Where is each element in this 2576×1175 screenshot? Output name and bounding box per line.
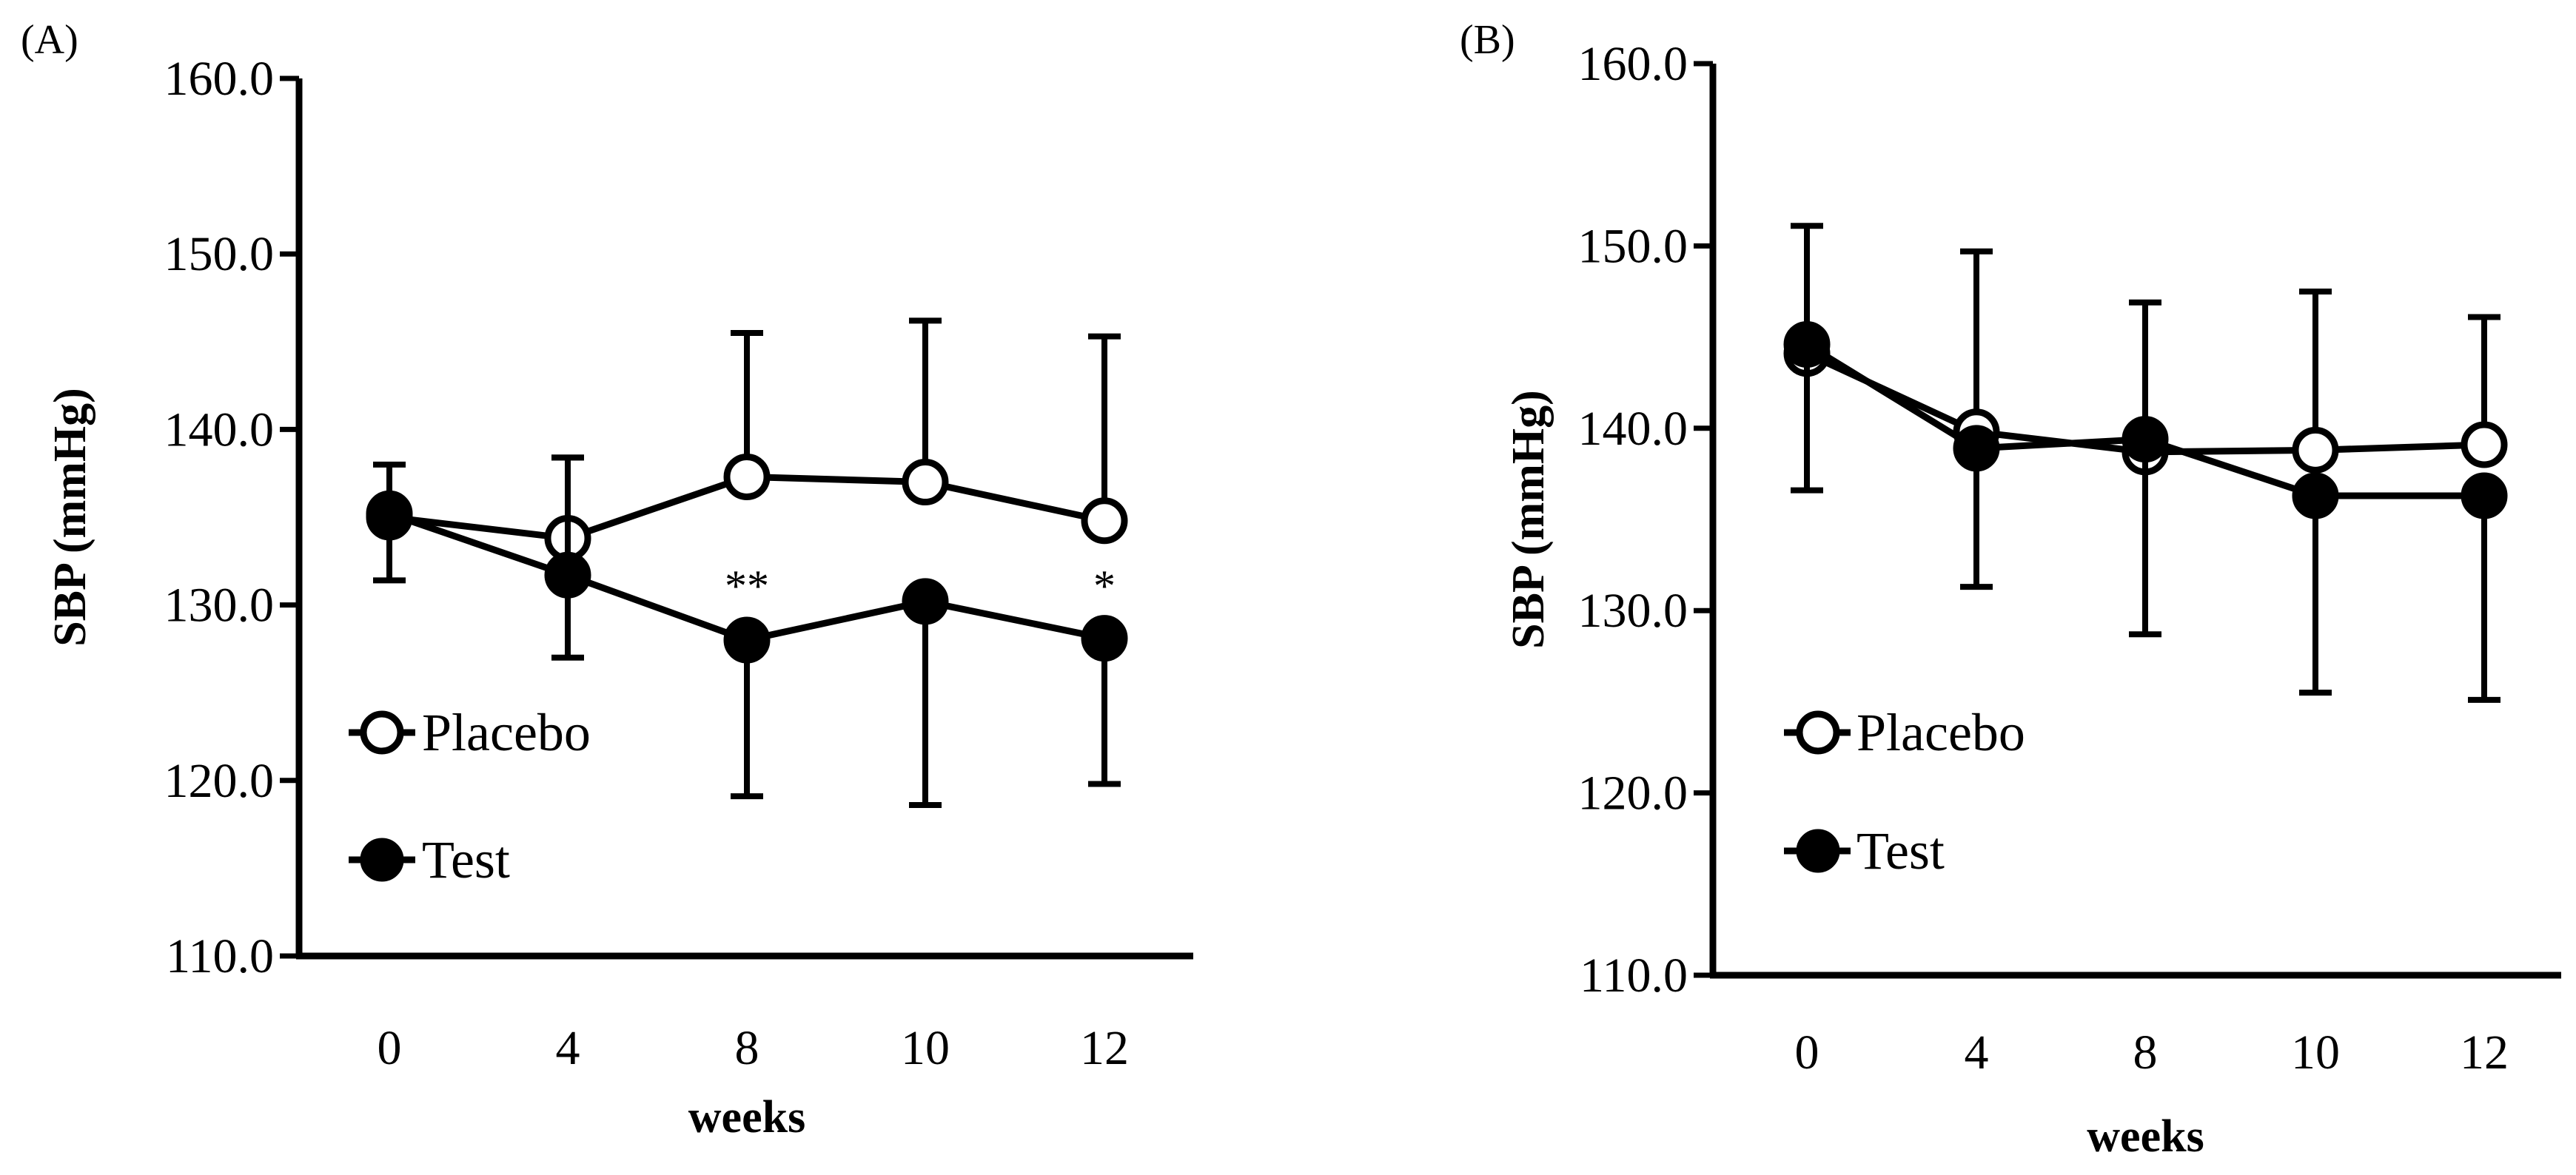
y-tick-label: 150.0 — [164, 227, 275, 281]
legend-label: Test — [422, 830, 510, 889]
legend-label: Placebo — [422, 703, 591, 762]
legend-label: Placebo — [1856, 703, 2025, 762]
x-tick-label: 12 — [2460, 1026, 2509, 1080]
legend-marker-filled — [1796, 829, 1840, 873]
y-axis-title: SBP (mmHg) — [45, 388, 95, 647]
y-tick-label: 110.0 — [166, 929, 274, 983]
x-tick-label: 4 — [1965, 1026, 1989, 1080]
x-axis-title: weeks — [2087, 1111, 2204, 1162]
legend-label: Test — [1856, 821, 1945, 881]
y-tick-label: 120.0 — [164, 754, 275, 808]
legend-marker-open — [1796, 710, 1840, 755]
legend: Placebo Test — [1784, 703, 2025, 881]
y-tick-label: 130.0 — [164, 579, 275, 633]
y-axis-title: SBP (mmHg) — [1503, 390, 1554, 649]
x-tick-label: 10 — [2291, 1026, 2340, 1080]
significance-marker: * — [1093, 562, 1116, 610]
x-tick-label: 12 — [1080, 1021, 1129, 1075]
data-point-filled — [1081, 615, 1128, 662]
panel-label: (B) — [1460, 17, 1515, 63]
data-point-filled — [1783, 320, 1831, 368]
data-point-filled — [2292, 472, 2339, 519]
legend-marker-open — [360, 710, 404, 755]
legend: Placebo Test — [349, 703, 591, 889]
y-tick-label: 160.0 — [1578, 37, 1688, 91]
significance-marker: ** — [725, 562, 769, 610]
panel-b: (B) 110.0 120.0 130.0 140.0 150.0 160.0 0 4 8 10 12… — [1460, 17, 2561, 1162]
data-point-filled — [366, 490, 413, 537]
data-point-open — [2292, 426, 2339, 474]
legend-marker-filled — [360, 838, 404, 882]
data-point-open — [902, 459, 949, 506]
data-point-filled — [2121, 416, 2169, 463]
x-tick-label: 10 — [901, 1021, 950, 1075]
data-point-filled — [902, 578, 949, 625]
y-tick-label: 110.0 — [1580, 949, 1688, 1003]
panel-label: (A) — [21, 17, 78, 63]
series-test — [366, 454, 1128, 809]
x-tick-label: 8 — [2133, 1026, 2158, 1080]
data-point-filled — [1953, 425, 2000, 472]
panel-a: (A) 110.0 120.0 130.0 140.0 150.0 160.0 0 4 8 10 12… — [21, 17, 1193, 1142]
series-test — [1783, 320, 2508, 703]
y-tick-label: 140.0 — [1578, 402, 1688, 456]
x-tick-label: 8 — [735, 1021, 759, 1075]
x-tick-label: 0 — [1795, 1026, 1819, 1080]
data-point-open — [723, 453, 771, 500]
data-point-filled — [544, 551, 591, 599]
x-tick-label: 0 — [378, 1021, 402, 1075]
y-tick-label: 120.0 — [1578, 767, 1688, 821]
y-tick-label: 130.0 — [1578, 584, 1688, 638]
x-tick-label: 4 — [556, 1021, 580, 1075]
data-point-open — [2461, 421, 2508, 468]
y-tick-label: 160.0 — [164, 52, 275, 106]
data-point-open — [1081, 497, 1128, 545]
data-point-filled — [723, 616, 771, 664]
y-tick-label: 140.0 — [164, 403, 275, 457]
y-tick-label: 150.0 — [1578, 219, 1688, 273]
x-axis-title: weeks — [688, 1092, 805, 1142]
data-point-filled — [2461, 472, 2508, 519]
